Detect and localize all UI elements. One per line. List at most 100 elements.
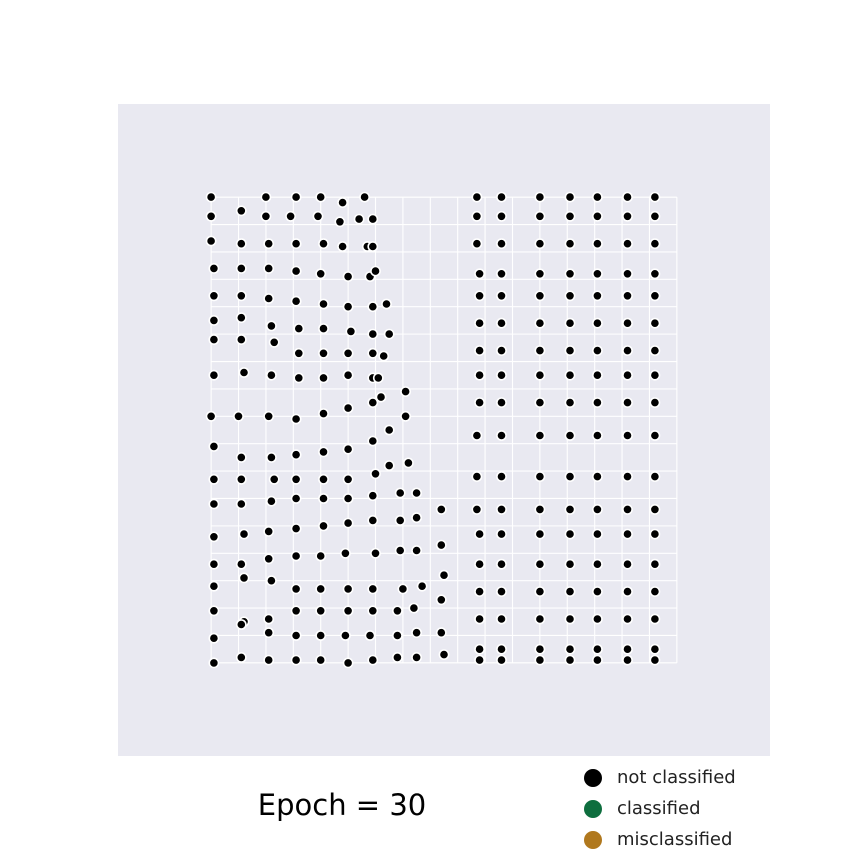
- data-point: [372, 372, 384, 384]
- data-point: [649, 191, 661, 203]
- data-point: [285, 210, 296, 222]
- data-point: [318, 238, 329, 250]
- data-point: [592, 654, 603, 666]
- data-point: [208, 369, 220, 381]
- data-point: [238, 528, 250, 540]
- data-point: [342, 583, 354, 595]
- data-point: [342, 369, 354, 381]
- data-point: [649, 643, 661, 655]
- data-point: [649, 558, 661, 570]
- legend-label: misclassified: [617, 829, 733, 850]
- data-point: [564, 613, 576, 625]
- data-point: [592, 528, 603, 540]
- data-point: [592, 558, 603, 570]
- data-point: [534, 558, 546, 570]
- data-point: [592, 191, 603, 203]
- data-point: [534, 191, 546, 203]
- data-point: [649, 317, 661, 329]
- data-point: [564, 430, 576, 441]
- data-point: [318, 446, 329, 458]
- data-point: [649, 369, 661, 381]
- data-point: [293, 347, 305, 359]
- data-point: [367, 605, 379, 617]
- data-point: [496, 345, 507, 356]
- data-point: [312, 210, 324, 222]
- data-point: [370, 265, 381, 277]
- data-point: [564, 654, 576, 666]
- data-point: [318, 298, 329, 310]
- data-point: [342, 301, 354, 313]
- data-point: [411, 652, 422, 663]
- data-point: [235, 652, 247, 663]
- data-point: [496, 369, 507, 381]
- data-point: [233, 410, 244, 422]
- data-point: [649, 613, 661, 625]
- data-point: [592, 369, 603, 381]
- data-point: [534, 238, 546, 250]
- data-point: [235, 290, 247, 302]
- data-point: [622, 191, 633, 203]
- data-point: [622, 345, 633, 356]
- data-point: [268, 336, 280, 348]
- data-point: [265, 575, 277, 587]
- data-point: [290, 654, 302, 666]
- data-point: [208, 605, 220, 617]
- data-point: [622, 528, 633, 540]
- data-point: [235, 205, 247, 217]
- data-point: [534, 586, 546, 597]
- data-point: [342, 443, 354, 455]
- data-point: [592, 268, 603, 280]
- data-point: [564, 210, 576, 222]
- data-point: [564, 238, 576, 250]
- data-point: [367, 301, 379, 313]
- data-point: [208, 657, 220, 669]
- data-point: [649, 430, 661, 441]
- data-point: [564, 643, 576, 655]
- data-point: [534, 654, 546, 666]
- data-point: [496, 268, 507, 280]
- data-point: [290, 493, 302, 504]
- data-point: [534, 290, 546, 302]
- data-point: [208, 314, 220, 326]
- data-point: [534, 613, 546, 625]
- data-point: [622, 290, 633, 302]
- data-point: [496, 430, 507, 441]
- data-point: [534, 430, 546, 441]
- data-point: [315, 583, 327, 595]
- data-point: [397, 583, 409, 595]
- data-point: [290, 605, 302, 617]
- legend: not classified classified misclassified: [584, 762, 736, 855]
- data-point: [342, 271, 354, 282]
- data-point: [367, 241, 379, 252]
- data-point: [622, 238, 633, 250]
- data-point: [290, 550, 302, 562]
- data-point: [435, 503, 447, 515]
- data-point: [534, 268, 546, 280]
- data-point: [649, 654, 661, 666]
- data-point: [290, 295, 302, 307]
- data-point: [649, 268, 661, 280]
- data-point: [318, 347, 329, 359]
- data-point: [471, 191, 483, 203]
- data-point: [290, 413, 302, 425]
- data-point: [622, 654, 633, 666]
- data-point: [391, 652, 403, 663]
- data-point: [268, 473, 280, 485]
- data-point: [367, 347, 379, 359]
- data-point: [534, 369, 546, 381]
- data-point: [208, 558, 220, 570]
- data-point: [318, 372, 329, 384]
- data-point: [290, 630, 302, 641]
- data-point: [378, 350, 390, 362]
- legend-marker: [584, 799, 602, 818]
- data-point: [353, 213, 365, 225]
- data-point: [564, 345, 576, 356]
- data-point: [622, 210, 633, 222]
- data-point: [238, 572, 250, 584]
- data-point: [318, 520, 329, 532]
- data-point: [208, 632, 220, 644]
- data-point: [622, 613, 633, 625]
- data-point: [474, 397, 485, 408]
- data-point: [622, 643, 633, 655]
- legend-marker: [584, 830, 602, 849]
